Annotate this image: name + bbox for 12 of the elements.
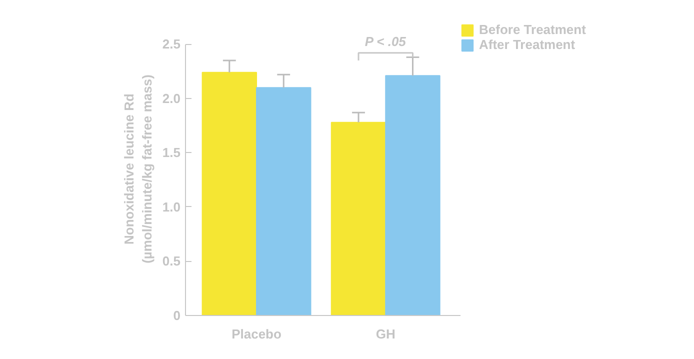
- legend-label: Before Treatment: [479, 22, 586, 37]
- y-axis-title: Nonoxidative leucine Rd (µmol/minute/kg fat-free mass): [121, 74, 154, 264]
- y-tick-label: 1.0: [162, 199, 181, 214]
- y-tick-label: 2.0: [162, 90, 181, 106]
- y-tick-label: 0.5: [162, 254, 181, 269]
- y-tick-label: 1.5: [162, 145, 181, 160]
- y-tick-label: 2.5: [162, 36, 181, 52]
- legend-label: After Treatment: [479, 37, 576, 52]
- x-tick-label: GH: [376, 326, 396, 342]
- y-tick-label: 0: [173, 308, 181, 323]
- annotation: P < .05: [364, 34, 407, 49]
- x-tick-label: Placebo: [232, 326, 282, 342]
